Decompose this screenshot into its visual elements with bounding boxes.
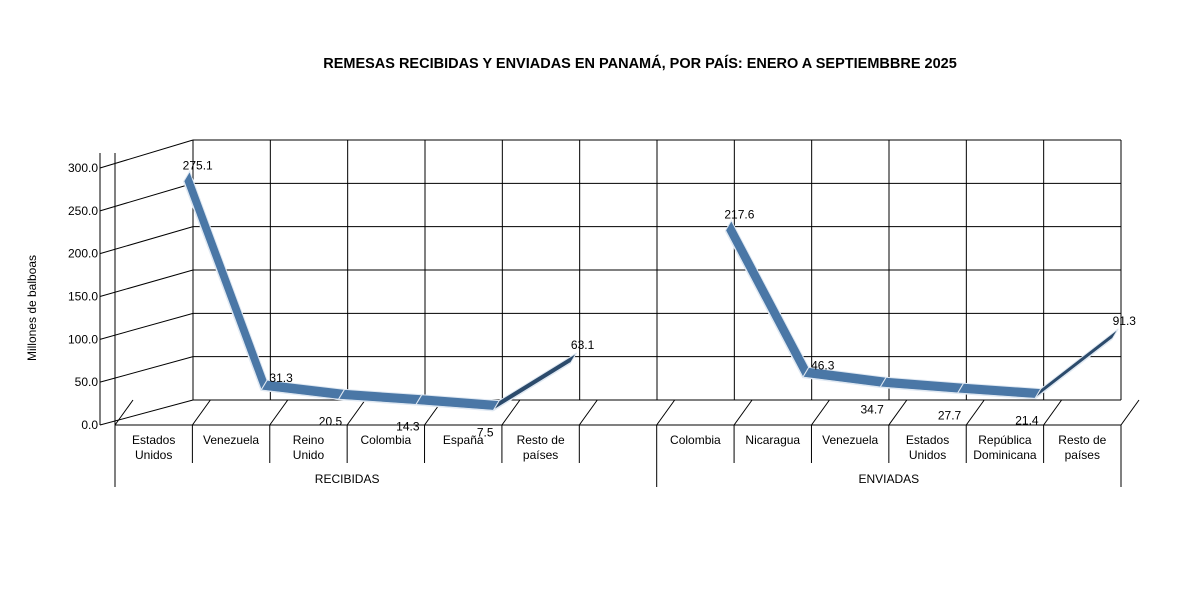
floor-divider (888, 399, 908, 426)
data-label: 31.3 (269, 371, 293, 385)
data-label: 14.3 (396, 420, 420, 434)
category-label: Nicaragua (745, 433, 800, 447)
group-label: RECIBIDAS (315, 472, 380, 486)
floor-divider (811, 399, 830, 426)
floor-divider (114, 399, 134, 426)
ribbon-edge (415, 404, 494, 412)
data-label: 63.1 (571, 338, 595, 352)
category-label: Colombia (360, 433, 411, 447)
category-label: Venezuela (822, 433, 878, 447)
chart-title: REMESAS RECIBIDAS Y ENVIADAS EN PANAMÁ, … (323, 55, 957, 72)
axes: 0.0 50.0 100.0 150.0 200.0 250.0 300.0 (68, 153, 1140, 432)
ribbon-edge (1034, 338, 1113, 400)
ribbon-edge (724, 230, 804, 378)
gridline-sidewall (99, 356, 194, 383)
floor-divider (965, 399, 985, 426)
ribbon-edge (957, 392, 1035, 400)
floor-divider (191, 399, 211, 426)
floor-divider (1120, 399, 1140, 426)
ribbon-edge (880, 386, 958, 395)
floor-divider (578, 399, 598, 426)
ribbon-edge (182, 181, 262, 391)
ribbon-segment (724, 219, 810, 379)
data-label: 217.6 (724, 208, 754, 222)
category-label: República Dominicana (973, 433, 1037, 462)
category-label: Estados Unidos (906, 433, 949, 462)
data-label: 275.1 (183, 158, 213, 172)
category-label: Resto de países (517, 433, 565, 462)
ribbon-edge (492, 362, 572, 412)
y-tick-label: 0.0 (81, 418, 98, 432)
data-series (182, 170, 1119, 412)
ribbon-edge (260, 389, 339, 401)
floor-divider (1043, 399, 1063, 426)
ribbon-segment (492, 352, 578, 412)
ribbon-edge (338, 398, 416, 406)
grid (99, 139, 1122, 426)
y-tick-label: 250.0 (68, 204, 98, 218)
category-label: Colombia (670, 433, 721, 447)
gridline-sidewall (99, 399, 194, 426)
gridline-sidewall (99, 269, 194, 297)
y-axis-label: Millones de balboas (25, 255, 39, 361)
group-label: ENVIADAS (859, 472, 920, 486)
category-label: España (443, 433, 484, 447)
category-axis: Estados Unidos Venezuela Reino Unido Colombia… (114, 425, 1122, 487)
floor-divider (733, 399, 753, 426)
category-label: Reino Unido (293, 433, 325, 462)
y-tick-label: 150.0 (68, 290, 98, 304)
gridline-sidewall (99, 312, 194, 340)
data-label: 27.7 (938, 408, 962, 422)
data-label: 7.5 (477, 426, 494, 440)
floor-divider (346, 399, 366, 426)
ribbon-edge (802, 376, 881, 389)
floor-divider (269, 399, 289, 426)
floor-divider (501, 399, 521, 426)
gridline-sidewall (99, 182, 194, 212)
data-label: 34.7 (860, 402, 884, 416)
ribbon-segment (183, 170, 268, 392)
category-label: Resto de países (1058, 433, 1106, 462)
y-tick-label: 50.0 (75, 375, 99, 389)
y-tick-label: 300.0 (68, 161, 98, 175)
floor-divider (656, 399, 676, 426)
gridline-sidewall (99, 226, 194, 255)
category-label: Venezuela (203, 433, 259, 447)
data-labels: 275.1 31.3 20.5 14.3 7.5 63.1 217.6 46.3 34.7 27.… (183, 158, 1137, 439)
data-label: 20.5 (319, 414, 343, 428)
category-label: Estados Unidos (132, 433, 175, 462)
y-tick-label: 100.0 (68, 332, 98, 346)
data-label: 21.4 (1015, 414, 1039, 428)
gridline-sidewall (99, 139, 194, 169)
data-label: 91.3 (1113, 314, 1137, 328)
data-label: 46.3 (811, 358, 835, 372)
y-tick-label: 200.0 (68, 247, 98, 261)
